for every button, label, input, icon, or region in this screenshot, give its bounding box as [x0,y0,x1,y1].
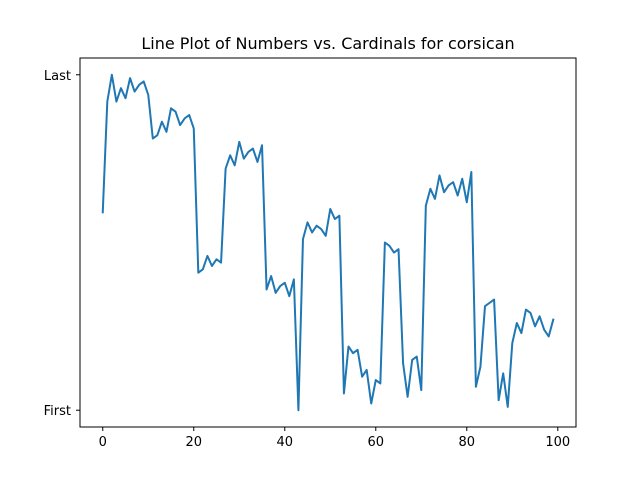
axes-frame [79,57,577,428]
y-tick-label: Last [44,69,71,84]
x-tick-label: 0 [99,435,107,450]
chart-title: Line Plot of Numbers vs. Cardinals for c… [141,34,514,53]
y-tick-label: First [44,404,71,419]
y-axis: First Last [44,69,80,419]
series-line-0 [101,73,555,412]
x-tick-label: 40 [276,435,293,450]
x-tick-label: 60 [368,435,385,450]
plot-area [101,73,555,412]
x-tick-label: 100 [545,435,570,450]
x-tick-label: 80 [459,435,476,450]
x-axis: 0 20 40 60 80 100 [99,427,570,450]
x-tick-label: 20 [185,435,202,450]
